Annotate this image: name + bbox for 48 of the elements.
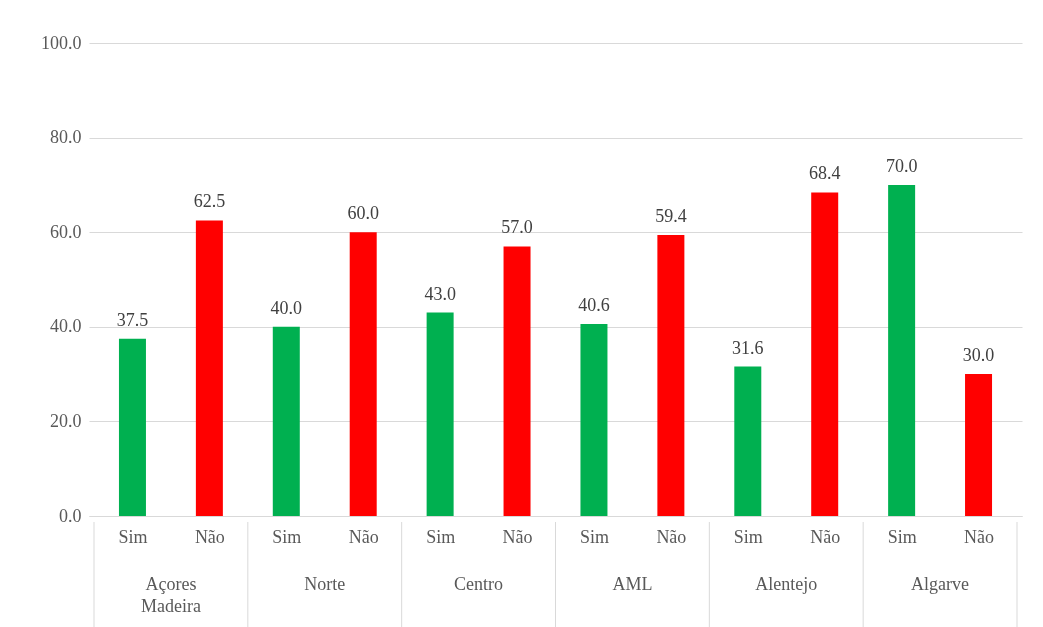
x-tick-label: Não	[656, 526, 687, 547]
text: AML	[612, 574, 653, 594]
text: Algarve	[911, 574, 970, 594]
data-label: 62.5	[193, 191, 226, 212]
x-tick-label: Sim	[887, 526, 917, 547]
x-tick-label: Não	[502, 526, 533, 547]
bar	[965, 374, 993, 516]
y-tick-label: 20.0	[50, 410, 82, 431]
data-label: 57.0	[501, 217, 533, 238]
bar	[503, 246, 531, 516]
bar	[349, 232, 377, 516]
x-tick-label: Sim	[579, 526, 609, 547]
bar	[580, 323, 608, 516]
data-label: 43.0	[424, 283, 456, 304]
x-tick-label: Não	[194, 526, 225, 547]
y-tick-label: 40.0	[50, 316, 82, 337]
data-label: 30.0	[962, 345, 995, 366]
bar	[118, 338, 146, 516]
bar	[657, 235, 685, 516]
x-tick-label: Não	[348, 526, 379, 547]
bar	[195, 220, 223, 516]
y-tick-label: 80.0	[50, 127, 82, 148]
bar	[272, 326, 300, 516]
data-label: 31.6	[732, 337, 764, 358]
text: Norte	[304, 574, 346, 594]
x-tick-label: Sim	[272, 526, 302, 547]
data-label: 40.0	[270, 297, 303, 318]
text: Açores Madeira	[140, 574, 201, 616]
bar	[888, 184, 916, 516]
y-tick-label: 60.0	[50, 221, 82, 242]
y-tick-label: 0.0	[59, 505, 82, 526]
x-tick-label: Não	[810, 526, 841, 547]
data-label: 40.6	[578, 294, 610, 315]
data-label: 70.0	[885, 155, 918, 176]
x-tick-label: Sim	[118, 526, 148, 547]
data-label: 60.0	[347, 203, 379, 224]
bar	[426, 312, 454, 516]
x-tick-label: Sim	[426, 526, 456, 547]
text: Centro	[454, 574, 504, 594]
x-tick-label: Não	[964, 526, 995, 547]
data-label: 59.4	[655, 206, 687, 227]
x-tick-label: Sim	[733, 526, 763, 547]
bar	[734, 366, 762, 516]
y-tick-label: 100.0	[41, 32, 82, 53]
data-label: 37.5	[116, 309, 149, 330]
text: Alentejo	[755, 574, 818, 594]
bar	[811, 192, 839, 516]
data-label: 68.4	[808, 163, 841, 184]
